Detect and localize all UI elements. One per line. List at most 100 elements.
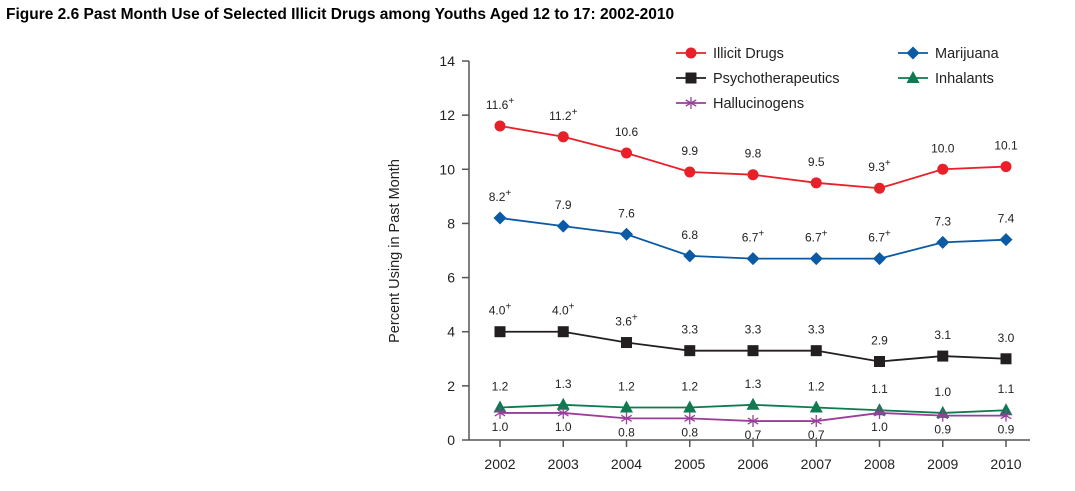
- data-point-psychotherapeutics: [494, 326, 506, 338]
- data-point-marijuana: [556, 219, 570, 233]
- data-label-inhalants: 1.2: [681, 380, 698, 394]
- data-label-inhalants: 1.2: [808, 380, 825, 394]
- x-tick-label: 2003: [548, 456, 579, 472]
- data-point-psychotherapeutics: [747, 345, 759, 357]
- data-point-hallucinogens: [747, 415, 759, 428]
- axes: 0 2 4 6 8 10 12 14 2002 2003 2004 2005 2006 2007 2008 2…: [387, 53, 1030, 472]
- chart-title: Figure 2.6 Past Month Use of Selected Il…: [6, 6, 675, 23]
- data-point-psychotherapeutics: [684, 345, 696, 357]
- legend-item-illicit-drugs: Illicit Drugs: [676, 46, 784, 62]
- data-label-marijuana: 7.3: [934, 214, 951, 228]
- data-label-illicit-drugs: 11.6+: [486, 96, 514, 112]
- data-point-illicit-drugs: [937, 163, 949, 175]
- data-point-hallucinogens: [557, 406, 569, 419]
- data-point-inhalants: [683, 400, 697, 413]
- data-point-hallucinogens: [494, 406, 506, 419]
- legend-item-marijuana: Marijuana: [898, 46, 1000, 62]
- legend-label: Illicit Drugs: [713, 46, 784, 62]
- y-tick-label: 4: [447, 324, 455, 340]
- series-hallucinogens: 1.0 1.0 0.8 0.8 0.7 0.7 1.0 0.9 0.9: [492, 406, 1015, 442]
- data-point-inhalants: [809, 400, 823, 413]
- data-point-illicit-drugs: [747, 169, 759, 181]
- data-point-illicit-drugs: [557, 131, 569, 143]
- data-label-psychotherapeutics: 4.0+: [552, 302, 575, 318]
- y-tick-label: 8: [447, 215, 455, 231]
- data-label-marijuana: 8.2+: [489, 188, 512, 204]
- data-label-inhalants: 1.2: [492, 380, 509, 394]
- legend-label: Psychotherapeutics: [713, 71, 840, 87]
- legend-marker-illicit-drugs: [685, 47, 697, 59]
- data-label-hallucinogens: 0.7: [808, 428, 825, 442]
- data-point-illicit-drugs: [1000, 161, 1012, 173]
- legend-marker-inhalants: [906, 71, 920, 83]
- x-tick-label: 2009: [927, 456, 958, 472]
- data-point-hallucinogens: [873, 406, 886, 419]
- data-point-marijuana: [620, 227, 633, 241]
- data-point-marijuana: [683, 249, 697, 263]
- legend-marker-marijuana: [906, 46, 920, 60]
- data-label-inhalants: 1.2: [618, 380, 635, 394]
- series-layer: 11.6+ 11.2+ 10.6 9.9 9.8 9.5 9.3+ 10.0 10.1 8.2+ 7…: [486, 96, 1018, 442]
- y-tick-label: 14: [439, 53, 455, 69]
- data-label-psychotherapeutics: 3.1: [934, 328, 951, 342]
- series-psychotherapeutics: 4.0+ 4.0+ 3.6+ 3.3 3.3 3.3 2.9 3.1 3.0: [489, 302, 1015, 367]
- series-illicit-drugs: 11.6+ 11.2+ 10.6 9.9 9.8 9.5 9.3+ 10.0 10.1: [486, 96, 1018, 194]
- data-point-illicit-drugs: [874, 182, 885, 194]
- asterisk-stroke: [1000, 412, 1012, 420]
- data-label-psychotherapeutics: 3.0: [998, 331, 1015, 345]
- legend: Illicit Drugs Marijuana Psychotherapeutics…: [676, 46, 1000, 112]
- data-label-illicit-drugs: 10.1: [994, 139, 1018, 153]
- x-tick-label: 2008: [864, 456, 895, 472]
- y-tick-label: 12: [439, 107, 455, 123]
- data-label-inhalants: 1.3: [745, 377, 762, 391]
- legend-label: Inhalants: [935, 71, 994, 87]
- data-label-hallucinogens: 0.9: [998, 423, 1015, 437]
- data-point-marijuana: [809, 252, 823, 266]
- data-point-marijuana: [493, 211, 507, 225]
- data-label-marijuana: 6.7+: [868, 229, 891, 245]
- series-marijuana: 8.2+ 7.9 7.6 6.8 6.7+ 6.7+ 6.7+ 7.3 7.4: [489, 188, 1015, 266]
- data-label-psychotherapeutics: 2.9: [871, 333, 888, 347]
- data-label-marijuana: 6.8: [681, 228, 698, 242]
- data-point-hallucinogens: [937, 409, 949, 422]
- data-point-psychotherapeutics: [1000, 353, 1012, 365]
- asterisk-stroke: [873, 409, 886, 417]
- asterisk-stroke: [810, 417, 822, 425]
- data-label-illicit-drugs: 9.3+: [868, 158, 891, 174]
- data-point-hallucinogens: [684, 412, 696, 425]
- legend-item-inhalants: Inhalants: [898, 71, 994, 87]
- data-label-hallucinogens: 1.0: [492, 420, 509, 434]
- data-point-psychotherapeutics: [874, 355, 885, 367]
- data-point-inhalants: [620, 400, 633, 413]
- data-label-inhalants: 1.1: [998, 382, 1015, 396]
- data-label-hallucinogens: 0.8: [618, 425, 635, 439]
- data-label-inhalants: 1.1: [871, 382, 888, 396]
- data-point-psychotherapeutics: [810, 345, 822, 357]
- data-point-illicit-drugs: [494, 120, 506, 132]
- data-point-marijuana: [936, 235, 950, 249]
- data-point-psychotherapeutics: [557, 326, 569, 338]
- data-label-psychotherapeutics: 3.3: [808, 323, 825, 337]
- data-label-hallucinogens: 0.7: [745, 428, 762, 442]
- data-label-marijuana: 7.6: [618, 206, 635, 220]
- asterisk-stroke: [685, 99, 697, 107]
- x-tick-label: 2007: [801, 456, 832, 472]
- data-point-illicit-drugs: [621, 147, 632, 159]
- data-label-hallucinogens: 1.0: [555, 420, 572, 434]
- legend-item-hallucinogens: Hallucinogens: [676, 96, 804, 112]
- data-label-hallucinogens: 0.8: [681, 425, 698, 439]
- data-label-illicit-drugs: 10.0: [931, 141, 955, 155]
- data-label-illicit-drugs: 9.5: [808, 155, 825, 169]
- data-point-inhalants: [493, 400, 507, 413]
- data-point-inhalants: [556, 397, 570, 410]
- data-label-hallucinogens: 0.9: [934, 423, 951, 437]
- data-point-hallucinogens: [620, 412, 633, 425]
- data-label-psychotherapeutics: 3.3: [745, 323, 762, 337]
- data-point-illicit-drugs: [810, 177, 822, 189]
- data-label-illicit-drugs: 11.2+: [549, 107, 577, 123]
- x-tick-label: 2010: [990, 456, 1021, 472]
- data-label-psychotherapeutics: 4.0+: [489, 302, 512, 318]
- data-label-illicit-drugs: 10.6: [615, 125, 639, 139]
- legend-label: Hallucinogens: [713, 96, 804, 112]
